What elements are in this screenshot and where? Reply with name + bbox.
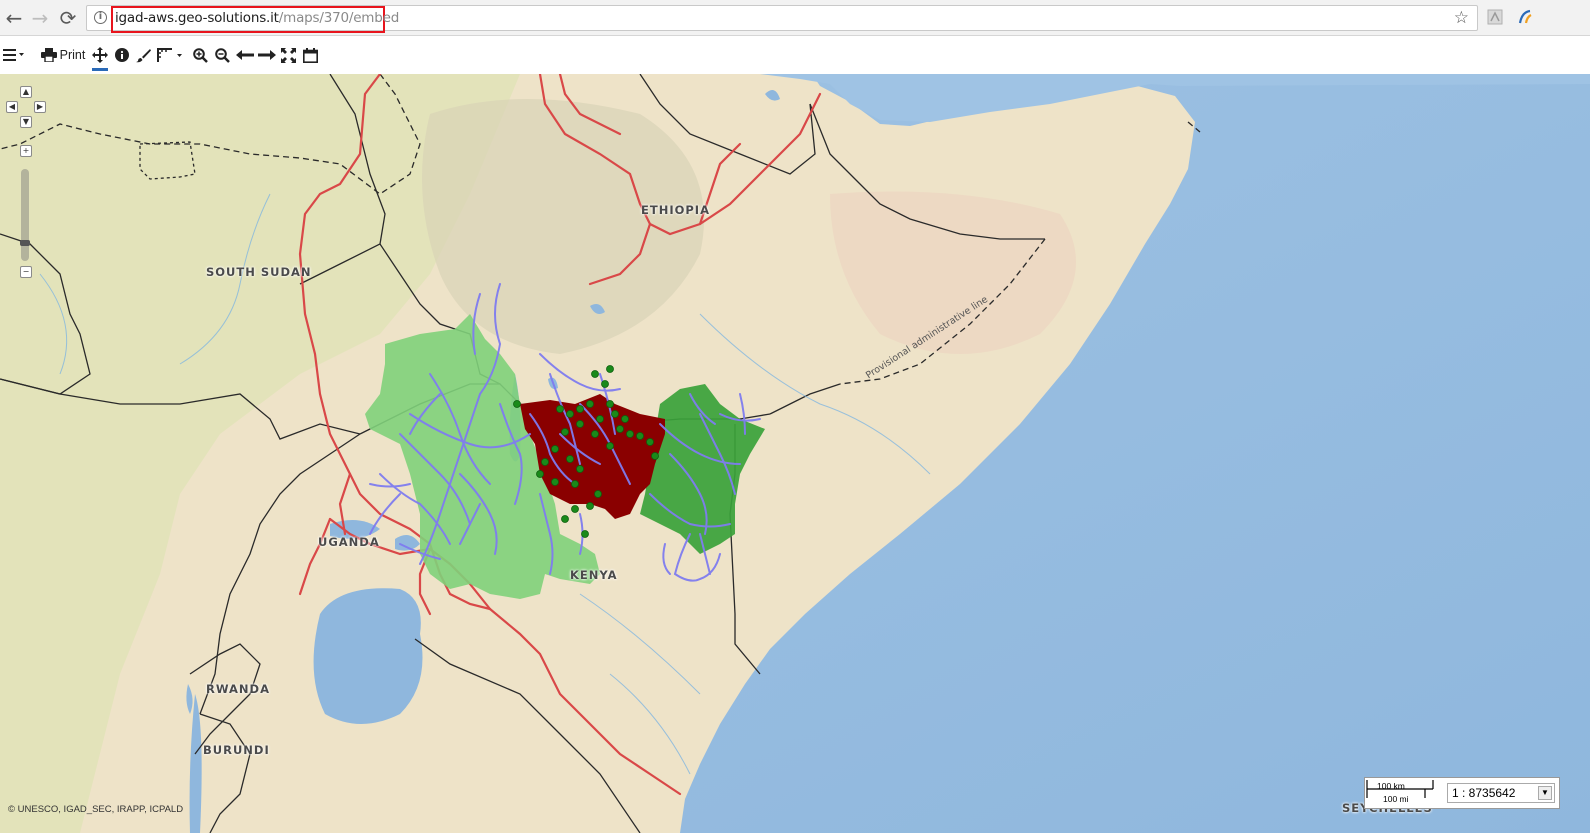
attribution: © UNESCO, IGAD_SEC, IRAPP, ICPALD	[8, 804, 184, 815]
scale-bar	[1366, 780, 1434, 798]
next-extent-icon[interactable]	[257, 44, 277, 66]
url-path: /maps/370/embed	[278, 10, 400, 26]
label-ethiopia: ETHIOPIA	[641, 203, 710, 217]
calendar-icon[interactable]	[301, 44, 319, 66]
forward-icon[interactable]: →	[31, 6, 49, 30]
brush-icon[interactable]	[134, 44, 152, 66]
pdf-extension-icon[interactable]	[1486, 8, 1504, 26]
lake-victoria	[313, 588, 423, 724]
url-highlight-box	[111, 6, 385, 33]
lake-kyoga	[395, 535, 420, 551]
pan-icon[interactable]	[90, 44, 110, 71]
region-dark-red	[520, 394, 665, 519]
print-icon	[40, 48, 57, 62]
scale-ratio: 1 : 8735642	[1452, 786, 1516, 800]
full-extent-icon[interactable]	[279, 44, 297, 66]
reload-icon[interactable]: ⟳	[59, 6, 77, 30]
map-canvas[interactable]: ETHIOPIA SOUTH SUDAN UGANDA KENYA RWANDA…	[0, 74, 1590, 833]
scale-select[interactable]: 1 : 8735642 ▼	[1447, 783, 1555, 803]
ethiopian-highlands	[422, 99, 704, 354]
gulf-of-aden	[760, 74, 1590, 122]
print-label: Print	[59, 48, 86, 62]
translate-extension-icon[interactable]	[1516, 8, 1534, 26]
west-vegetation	[0, 74, 520, 833]
red-sea-lake	[765, 90, 780, 101]
zoom-in-control[interactable]: +	[20, 145, 32, 157]
scale-widget: 100 km 100 mi 1 : 8735642 ▼	[1364, 777, 1560, 809]
star-icon[interactable]: ☆	[1453, 8, 1469, 28]
scale-mi-label: 100 mi	[1383, 794, 1409, 804]
zoom-out-control[interactable]: −	[20, 266, 32, 278]
label-uganda: UGANDA	[318, 535, 380, 549]
print-button[interactable]: Print	[40, 44, 86, 66]
lake-kivu	[186, 684, 193, 714]
zoom-in-icon[interactable]	[191, 44, 209, 66]
url-text[interactable]: igad-aws.geo-solutions.it/maps/370/embed	[115, 10, 399, 26]
scale-km-label: 100 km	[1377, 781, 1405, 791]
info-icon[interactable]	[113, 44, 131, 66]
measure-icon[interactable]	[156, 44, 186, 66]
url-host: igad-aws.geo-solutions.it	[115, 10, 279, 26]
label-south-sudan: SOUTH SUDAN	[206, 265, 312, 279]
lake-small-2	[590, 304, 605, 314]
back-icon[interactable]: ←	[5, 6, 23, 30]
zoom-out-icon[interactable]	[213, 44, 231, 66]
label-rwanda: RWANDA	[206, 682, 270, 696]
somalia-red-tint	[830, 191, 1076, 354]
river-network	[369, 283, 761, 582]
pan-right-control[interactable]: ▶	[34, 101, 46, 113]
previous-extent-icon[interactable]	[235, 44, 255, 66]
map-graphics	[0, 74, 1590, 833]
monitoring-points	[513, 365, 659, 538]
browser-toolbar: ← → ⟳ i igad-aws.geo-solutions.it/maps/3…	[0, 0, 1590, 36]
lake-tanganyika	[189, 694, 202, 833]
zoom-slider-handle[interactable]	[20, 240, 30, 246]
label-kenya: KENYA	[570, 568, 618, 582]
zoom-slider[interactable]	[21, 169, 29, 261]
pan-up-control[interactable]: ▲	[20, 86, 32, 98]
disputed-borders	[0, 74, 1201, 385]
chevron-down-icon[interactable]: ▼	[1538, 786, 1552, 800]
menu-icon[interactable]	[2, 44, 26, 66]
info-icon[interactable]: i	[94, 11, 107, 24]
label-burundi: BURUNDI	[203, 743, 270, 757]
faint-rivers	[39, 193, 931, 775]
pan-left-control[interactable]: ◀	[6, 101, 18, 113]
region-light-green	[365, 314, 600, 599]
pan-down-control[interactable]: ▼	[20, 116, 32, 128]
address-bar[interactable]: i igad-aws.geo-solutions.it/maps/370/emb…	[86, 5, 1478, 33]
map-toolbar: Print	[0, 36, 1590, 74]
